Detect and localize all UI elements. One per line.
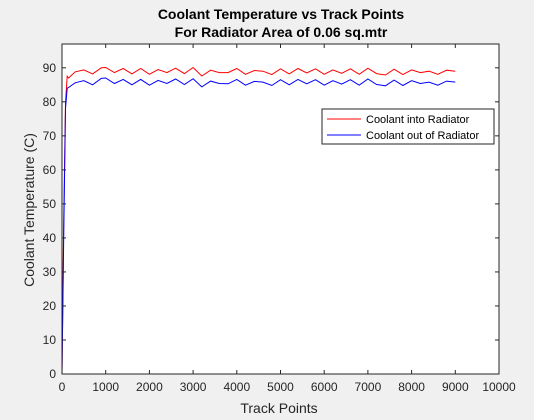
y-tick-label: 10	[43, 333, 57, 347]
legend-label-out: Coolant out of Radiator	[366, 130, 479, 142]
x-tick-label: 5000	[267, 380, 294, 394]
series-line-1	[61, 77, 456, 375]
legend-label-into: Coolant into Radiator	[366, 114, 470, 126]
series-layer	[61, 66, 456, 375]
x-tick-label: 8000	[398, 380, 425, 394]
plot-area	[62, 44, 499, 374]
x-tick-label: 9000	[442, 380, 469, 394]
y-axis-label: Coolant Temperature (C)	[21, 133, 37, 287]
y-tick-label: 60	[43, 163, 57, 177]
y-tick-label: 20	[43, 299, 57, 313]
x-axis-label: Track Points	[240, 400, 317, 416]
x-tick-label: 2000	[136, 380, 163, 394]
y-tick-label: 70	[43, 129, 57, 143]
plot-frame	[61, 43, 500, 375]
ticks-layer: 0 1000 2000 3000 4000 5000 6000 7000 8000 9000 100…	[43, 44, 516, 394]
x-tick-label: 0	[59, 380, 66, 394]
legend: Coolant into Radiator Coolant out of Rad…	[321, 108, 495, 145]
x-tick-label: 10000	[482, 380, 516, 394]
y-tick-label: 80	[43, 95, 57, 109]
legend-box	[321, 108, 495, 145]
x-tick-label: 1000	[92, 380, 119, 394]
x-tick-label: 7000	[355, 380, 382, 394]
x-tick-label: 4000	[223, 380, 250, 394]
y-tick-label: 50	[43, 197, 57, 211]
series-line-0	[61, 66, 456, 375]
y-tick-label: 0	[49, 367, 56, 381]
x-tick-label: 3000	[180, 380, 207, 394]
chart-subtitle: For Radiator Area of 0.06 sq.mtr	[175, 24, 388, 40]
y-tick-label: 30	[43, 265, 57, 279]
y-tick-label: 40	[43, 231, 57, 245]
x-tick-label: 6000	[311, 380, 338, 394]
y-tick-label: 90	[43, 61, 57, 75]
chart-title: Coolant Temperature vs Track Points	[158, 6, 405, 22]
